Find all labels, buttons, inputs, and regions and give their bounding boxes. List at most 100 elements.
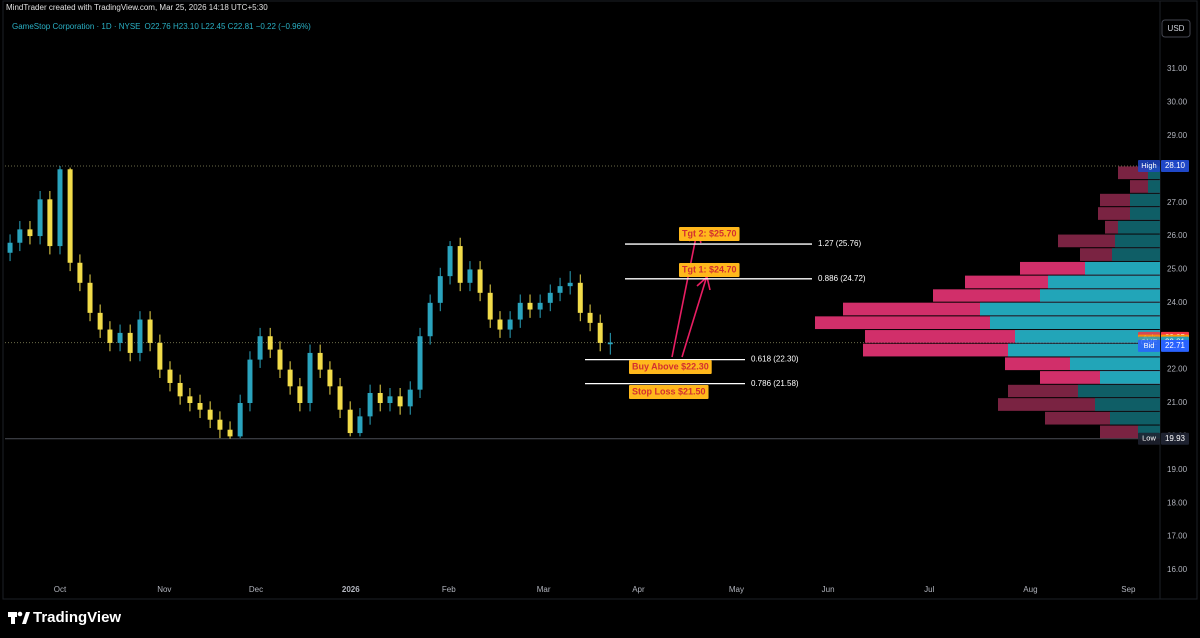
candle-body — [287, 369, 293, 387]
volume-profile-up — [1040, 289, 1160, 302]
candle-body — [7, 242, 13, 253]
x-tick-label: 2026 — [342, 585, 360, 594]
candle-body — [187, 396, 193, 404]
fib-label: 0.886 (24.72) — [818, 274, 866, 283]
annotation-box — [679, 263, 740, 277]
candle-body — [507, 319, 513, 330]
candle-body — [207, 409, 213, 420]
annotation-text: Tgt 1: $24.70 — [682, 264, 737, 274]
candle-body — [487, 292, 493, 320]
symbol-title: GameStop Corporation · 1D · NYSE — [12, 22, 141, 31]
candle-body — [357, 416, 363, 434]
fib-label: 0.786 (21.58) — [751, 379, 799, 388]
brand: TradingView — [33, 609, 121, 626]
candle-body — [497, 319, 503, 330]
candle-body — [467, 269, 473, 283]
volume-profile-up — [1095, 398, 1160, 411]
annotation-text: Buy Above $22.30 — [632, 361, 709, 371]
volume-profile-up — [1112, 248, 1160, 261]
annotation-text: Tgt 2: $25.70 — [682, 228, 737, 238]
candle-body — [47, 199, 53, 247]
candle-body — [67, 169, 73, 263]
badge-value: 19.93 — [1165, 434, 1186, 443]
x-tick-label: May — [729, 585, 744, 594]
arrow — [681, 278, 707, 358]
candle-body — [127, 332, 133, 353]
candle-body — [117, 332, 123, 343]
candle-body — [447, 246, 453, 277]
y-tick-label: 27.00 — [1167, 198, 1188, 207]
credit: MindTrader created with TradingView.com,… — [6, 3, 268, 12]
badge-name: Bid — [1144, 341, 1155, 350]
candle-body — [87, 282, 93, 313]
volume-profile-up — [1100, 371, 1160, 384]
candle-body — [407, 389, 413, 407]
candle-body — [107, 329, 113, 343]
candle-body — [97, 312, 103, 330]
y-tick-label: 21.00 — [1167, 398, 1188, 407]
y-tick-label: 17.00 — [1167, 532, 1188, 541]
x-tick-label: Sep — [1121, 585, 1136, 594]
candle-body — [337, 386, 343, 410]
candle-body — [147, 319, 153, 343]
candle-body — [247, 359, 253, 404]
annotation-box — [629, 385, 709, 399]
volume-profile-up — [1148, 180, 1160, 193]
fib-label: 1.27 (25.76) — [818, 239, 861, 248]
badge-value-box — [1161, 159, 1189, 172]
candle-body — [237, 403, 243, 437]
y-tick-label: 16.00 — [1167, 565, 1188, 574]
annotation-box — [629, 360, 712, 374]
candle-body — [17, 229, 23, 243]
plot — [5, 165, 1160, 440]
volume-profile-up — [1078, 384, 1160, 398]
candle-body — [457, 246, 463, 283]
arrow — [671, 231, 698, 358]
volume-profile-up — [980, 302, 1160, 316]
badge-value-box — [1161, 339, 1189, 352]
y-tick-label: 24.00 — [1167, 298, 1188, 307]
candle-body — [77, 262, 83, 283]
y-tick-label: 19.00 — [1167, 465, 1188, 474]
x-tick-label: Nov — [157, 585, 171, 594]
y-tick-label: 31.00 — [1167, 64, 1188, 73]
badge-name-box — [1138, 432, 1160, 445]
candle-body — [327, 369, 333, 387]
candle-body — [547, 292, 553, 303]
candle-body — [597, 322, 603, 343]
candle-body — [257, 336, 263, 360]
currency-box[interactable] — [1161, 19, 1191, 38]
annotation-text: Stop Loss $21.50 — [632, 386, 706, 396]
logo-part — [17, 611, 23, 617]
y-tick-label: 25.00 — [1167, 265, 1188, 274]
candle-body — [57, 169, 63, 247]
badge-value: 22.71 — [1165, 341, 1186, 350]
logo-part — [22, 612, 30, 624]
candle-body — [397, 396, 403, 407]
overlay: 1.27 (25.76) 0.886 (24.72) 0.618 (22.30) 0.… — [585, 227, 866, 399]
volume-profile-up — [990, 316, 1160, 330]
candle-body — [157, 342, 163, 370]
volume-profile-up — [1110, 411, 1160, 425]
badge-name: High — [1141, 161, 1156, 170]
brand-logo — [8, 611, 30, 624]
volume-profile-up — [1130, 193, 1160, 207]
logo-part — [11, 612, 15, 624]
volume-profile-up — [1048, 275, 1160, 289]
badge-value: 28.10 — [1165, 161, 1186, 170]
candle-body — [177, 382, 183, 397]
candle-body — [437, 276, 443, 303]
volume-profile-up — [1070, 357, 1160, 371]
badge-value-box — [1161, 432, 1189, 445]
volume-profile-up — [1118, 220, 1160, 234]
candle-body — [537, 302, 543, 310]
candle-body — [557, 286, 563, 293]
candle-body — [317, 352, 323, 370]
currency[interactable]: USD — [1168, 24, 1185, 33]
x-tick-label: Dec — [249, 585, 263, 594]
volume-profile-up — [1085, 261, 1160, 275]
x-tick-label: Oct — [54, 585, 67, 594]
candle-body — [277, 349, 283, 370]
candle-body — [607, 342, 613, 345]
candle-body — [577, 282, 583, 313]
